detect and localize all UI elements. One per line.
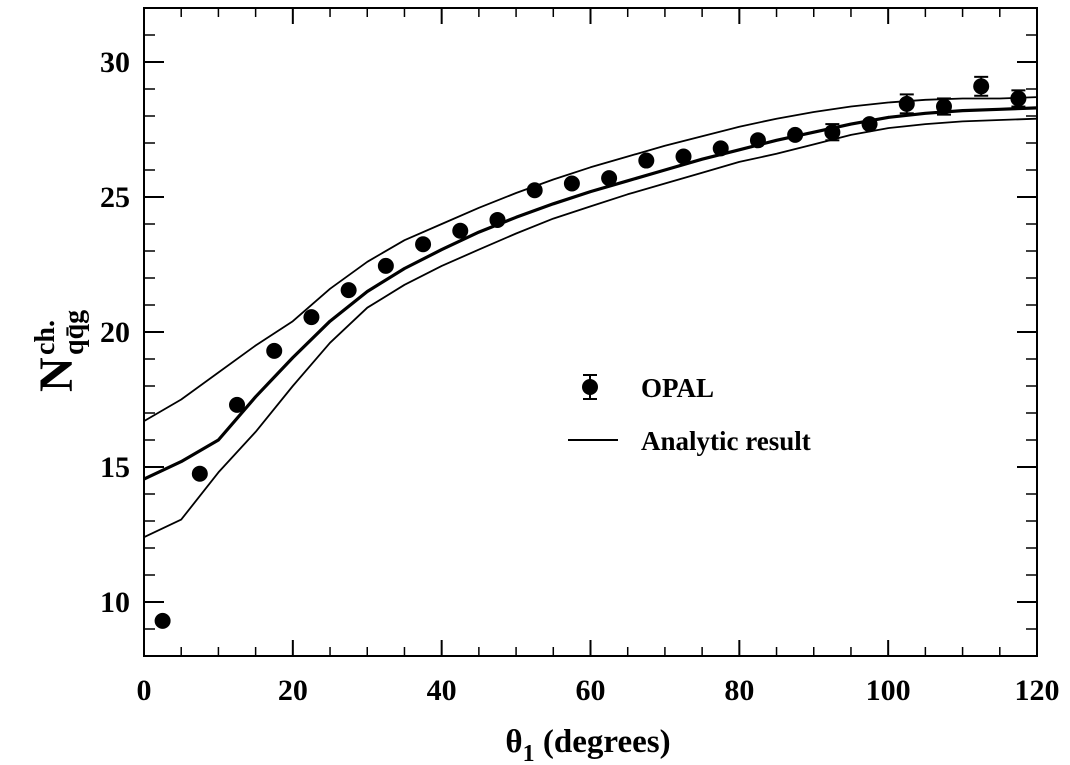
legend: OPAL Analytic result bbox=[568, 373, 811, 456]
opal-data-point bbox=[154, 612, 171, 629]
data-marker bbox=[824, 124, 841, 141]
y-tick-label: 25 bbox=[100, 181, 130, 214]
data-marker bbox=[638, 152, 655, 169]
opal-data-point bbox=[191, 465, 208, 482]
opal-data-point bbox=[303, 309, 320, 326]
opal-data-point bbox=[340, 282, 357, 299]
opal-data-point bbox=[898, 93, 915, 115]
opal-data-point bbox=[415, 236, 432, 253]
x-axis-title: θ1 (degrees) bbox=[505, 724, 670, 765]
data-marker bbox=[303, 309, 320, 326]
data-marker bbox=[452, 222, 469, 239]
opal-data-point bbox=[638, 152, 655, 169]
x-tick-label: 120 bbox=[1015, 674, 1060, 707]
data-marker bbox=[898, 95, 915, 112]
legend-marker bbox=[582, 379, 598, 395]
y-axis-superscript: ch. bbox=[30, 320, 61, 355]
data-marker bbox=[1010, 90, 1027, 107]
data-marker bbox=[563, 175, 580, 192]
x-tick-label: 100 bbox=[866, 674, 911, 707]
x-tick-label: 80 bbox=[724, 674, 754, 707]
opal-data-point bbox=[563, 175, 580, 192]
y-axis-base: N bbox=[30, 357, 83, 392]
data-marker bbox=[415, 236, 432, 253]
x-tick-label: 0 bbox=[137, 674, 152, 707]
data-marker bbox=[973, 78, 990, 95]
analytic-band-upper-curve bbox=[143, 96, 1038, 422]
opal-data-point bbox=[489, 211, 506, 228]
opal-data-point bbox=[824, 123, 841, 142]
data-marker bbox=[340, 282, 357, 299]
opal-data-point bbox=[861, 116, 878, 133]
y-tick-label: 15 bbox=[100, 451, 130, 484]
y-tick-label: 20 bbox=[100, 316, 130, 349]
analytic-curves bbox=[143, 96, 1038, 539]
opal-data-point bbox=[526, 182, 543, 199]
data-marker bbox=[154, 612, 171, 629]
data-marker bbox=[675, 148, 692, 165]
x-axis-subscript: 1 bbox=[523, 741, 535, 765]
y-tick-label: 30 bbox=[100, 46, 130, 79]
legend-label-analytic: Analytic result bbox=[641, 426, 811, 456]
analytic-central-curve bbox=[143, 106, 1038, 481]
opal-data-point bbox=[973, 75, 990, 97]
opal-data-point bbox=[675, 148, 692, 165]
data-marker bbox=[787, 126, 804, 143]
legend-label-opal: OPAL bbox=[641, 373, 714, 403]
opal-data-point bbox=[229, 396, 246, 413]
data-marker bbox=[377, 257, 394, 274]
x-axis-title-rest: (degrees) bbox=[535, 724, 671, 760]
opal-data-point bbox=[935, 97, 952, 116]
opal-data-point bbox=[1010, 89, 1027, 108]
data-marker bbox=[489, 211, 506, 228]
opal-data-point bbox=[266, 342, 283, 359]
x-axis-symbol: θ bbox=[505, 724, 522, 760]
opal-data-point bbox=[787, 126, 804, 143]
data-marker bbox=[266, 342, 283, 359]
data-marker bbox=[601, 170, 618, 187]
data-marker bbox=[935, 98, 952, 115]
x-tick-label: 60 bbox=[576, 674, 606, 707]
y-axis-title: N ch. qq̄g bbox=[30, 310, 90, 392]
opal-data-point bbox=[377, 257, 394, 274]
data-marker bbox=[229, 396, 246, 413]
opal-data-point bbox=[452, 222, 469, 239]
axis-ticks bbox=[143, 7, 1038, 657]
data-marker bbox=[526, 182, 543, 199]
x-tick-label: 40 bbox=[427, 674, 457, 707]
data-marker bbox=[861, 116, 878, 133]
tick-labels: 0 20 40 60 80 100 120 10 15 20 25 30 bbox=[100, 46, 1060, 707]
data-marker bbox=[749, 132, 766, 149]
data-marker bbox=[191, 465, 208, 482]
opal-points bbox=[154, 75, 1027, 629]
data-marker bbox=[712, 140, 729, 157]
opal-data-point bbox=[712, 140, 729, 157]
opal-data-point bbox=[601, 170, 618, 187]
y-axis-subscript: qq̄g bbox=[59, 310, 90, 355]
opal-data-point bbox=[749, 132, 766, 149]
x-tick-label: 20 bbox=[278, 674, 308, 707]
y-tick-label: 10 bbox=[100, 586, 130, 619]
analytic-band-lower-curve bbox=[143, 117, 1038, 539]
